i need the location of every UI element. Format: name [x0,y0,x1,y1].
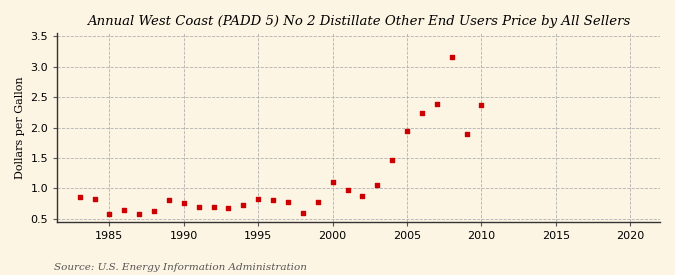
Point [74,195,85,199]
Point [283,199,294,204]
Point [357,194,368,198]
Point [461,131,472,136]
Point [313,200,323,205]
Point [416,111,427,115]
Point [298,211,308,215]
Point [327,180,338,185]
Point [238,203,249,208]
Point [476,103,487,107]
Point [89,196,100,201]
Point [342,188,353,192]
Point [178,201,189,206]
Title: Annual West Coast (PADD 5) No 2 Distillate Other End Users Price by All Sellers: Annual West Coast (PADD 5) No 2 Distilla… [87,15,630,28]
Point [402,128,412,133]
Point [446,55,457,59]
Text: Source: U.S. Energy Information Administration: Source: U.S. Energy Information Administ… [54,263,307,272]
Y-axis label: Dollars per Gallon: Dollars per Gallon [15,76,25,179]
Point [431,102,442,106]
Point [268,198,279,202]
Point [223,205,234,210]
Point [372,183,383,188]
Point [163,198,174,203]
Point [148,208,159,213]
Point [193,204,204,209]
Point [104,212,115,217]
Point [253,196,264,201]
Point [208,204,219,209]
Point [387,158,398,162]
Point [134,212,144,216]
Point [119,207,130,212]
